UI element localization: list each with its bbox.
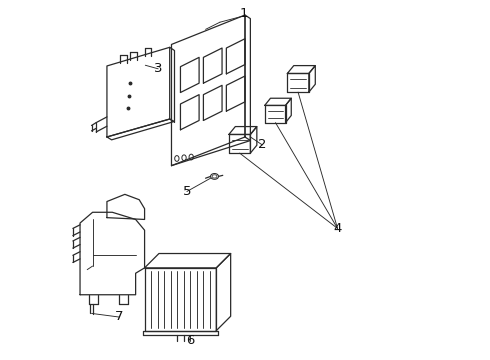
Text: 1: 1 [240,7,248,20]
Text: 4: 4 [333,222,342,235]
Text: 3: 3 [154,62,163,75]
Text: 6: 6 [186,334,195,347]
Text: 7: 7 [115,310,123,324]
Text: 5: 5 [183,185,191,198]
Text: 2: 2 [258,138,267,151]
